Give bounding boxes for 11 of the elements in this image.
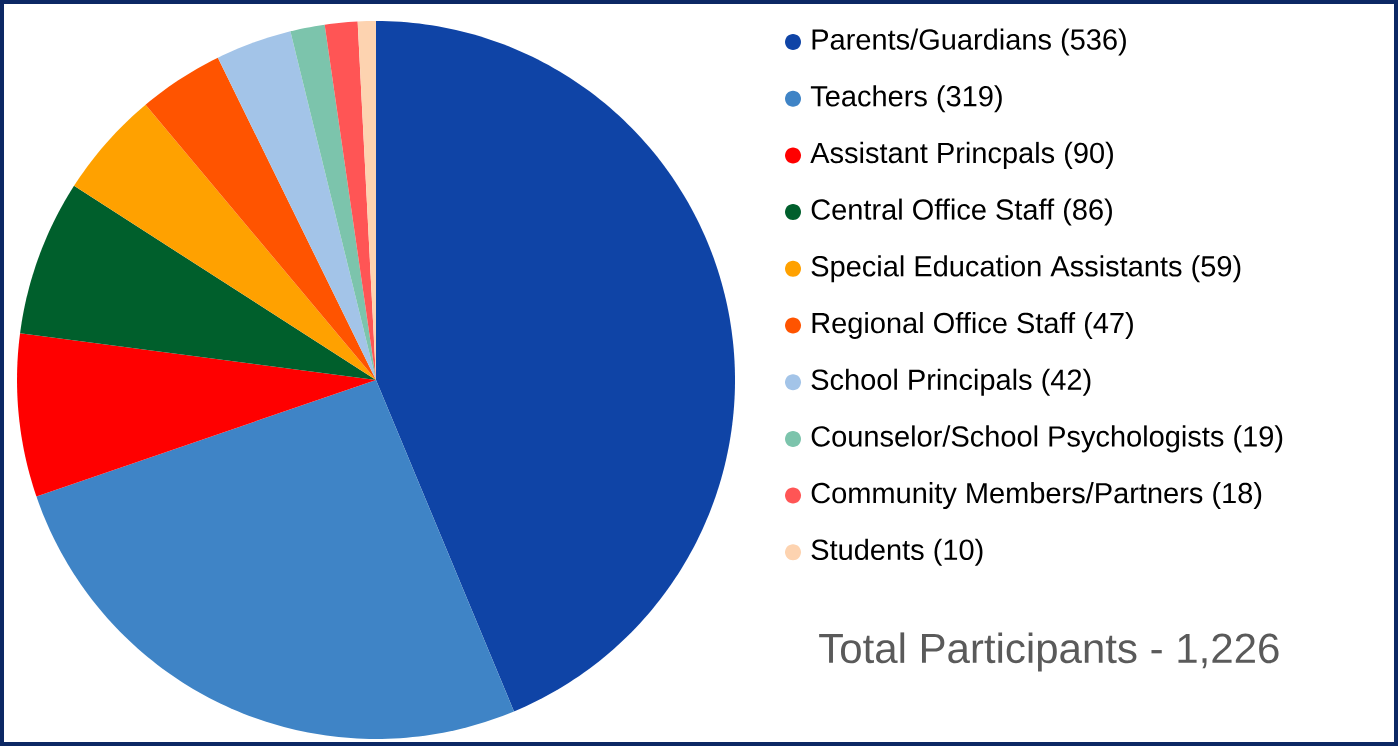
legend-label: Regional Office Staff (47) (812, 311, 1133, 340)
legend-label: Students (10) (811, 538, 983, 566)
legend-label: School Principals (42) (811, 368, 1091, 396)
legend-label: Parents/Guardians (536) (812, 28, 1126, 56)
legend-label: Counselor/School Psychologists (19) (811, 425, 1283, 453)
legend-label: Community Members/Partners (18) (811, 482, 1262, 510)
legend-label: Teachers (319) (810, 85, 1002, 113)
text: Total Participants - 1,226 (819, 632, 1279, 672)
legend-label: Central Office Staff (86) (811, 198, 1112, 226)
legend-label: Assistant Princpals (90) (810, 141, 1113, 169)
legend-label: Special Education Assistants (59) (811, 255, 1241, 283)
